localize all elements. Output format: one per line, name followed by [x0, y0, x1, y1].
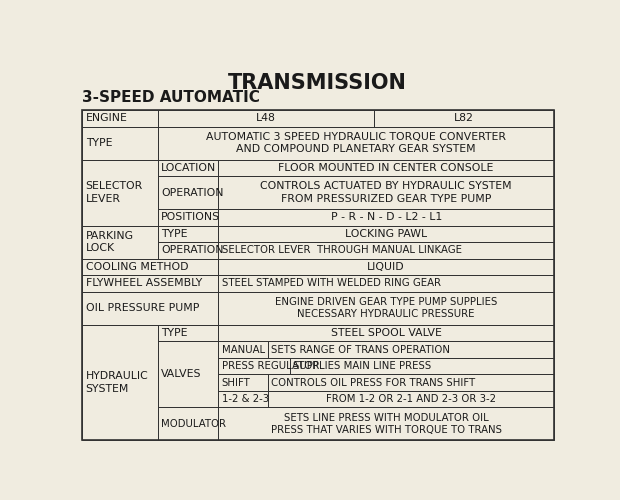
Text: SETS LINE PRESS WITH MODULATOR OIL
PRESS THAT VARIES WITH TORQUE TO TRANS: SETS LINE PRESS WITH MODULATOR OIL PRESS… [271, 412, 502, 435]
Text: TYPE: TYPE [161, 328, 188, 338]
Bar [158, 160, 218, 176]
Bar [158, 126, 554, 160]
Bar [82, 110, 554, 440]
Text: FLOOR MOUNTED IN CENTER CONSOLE: FLOOR MOUNTED IN CENTER CONSOLE [278, 163, 494, 173]
Text: VALVES: VALVES [161, 370, 202, 380]
Bar [82, 292, 218, 325]
Text: OIL PRESSURE PUMP: OIL PRESSURE PUMP [86, 303, 199, 313]
Text: TYPE: TYPE [161, 229, 188, 239]
Bar [82, 275, 218, 291]
Bar [268, 391, 554, 407]
Text: TRANSMISSION: TRANSMISSION [228, 74, 407, 94]
Text: FLYWHEEL ASSEMBLY: FLYWHEEL ASSEMBLY [86, 278, 202, 288]
Bar [82, 126, 158, 160]
Text: SUPPLIES MAIN LINE PRESS: SUPPLIES MAIN LINE PRESS [293, 361, 432, 371]
Bar [158, 242, 218, 258]
Bar [82, 258, 218, 275]
Bar [218, 391, 268, 407]
Text: LOCATION: LOCATION [161, 163, 216, 173]
Bar [158, 325, 218, 342]
Text: LOCKING PAWL: LOCKING PAWL [345, 229, 427, 239]
Bar [268, 374, 554, 391]
Bar [218, 176, 554, 209]
Text: MODULATOR: MODULATOR [161, 419, 226, 429]
Text: OPERATION: OPERATION [161, 188, 224, 198]
Bar [158, 408, 218, 440]
Text: ENGINE: ENGINE [86, 114, 128, 124]
Bar [82, 160, 158, 226]
Text: 3-SPEED AUTOMATIC: 3-SPEED AUTOMATIC [82, 90, 260, 105]
Bar [158, 342, 218, 407]
Bar [268, 342, 554, 358]
Bar [158, 176, 218, 209]
Text: LIQUID: LIQUID [368, 262, 405, 272]
Bar [218, 408, 554, 440]
Text: PARKING
LOCK: PARKING LOCK [86, 231, 134, 254]
Text: OPERATION: OPERATION [161, 246, 224, 256]
Text: CONTROLS ACTUATED BY HYDRAULIC SYSTEM
FROM PRESSURIZED GEAR TYPE PUMP: CONTROLS ACTUATED BY HYDRAULIC SYSTEM FR… [260, 182, 512, 204]
Text: MANUAL: MANUAL [221, 344, 265, 354]
Text: SELECTOR
LEVER: SELECTOR LEVER [86, 182, 143, 204]
Bar [82, 110, 158, 126]
Bar [218, 325, 554, 342]
Bar [218, 242, 554, 258]
Text: HYDRAULIC
SYSTEM: HYDRAULIC SYSTEM [86, 372, 148, 394]
Bar [218, 374, 268, 391]
Bar [218, 160, 554, 176]
Bar [158, 110, 374, 126]
Text: 1-2 & 2-3: 1-2 & 2-3 [221, 394, 268, 404]
Bar [290, 358, 554, 374]
Text: L82: L82 [454, 114, 474, 124]
Bar [218, 292, 554, 325]
Text: PRESS REGULATOR: PRESS REGULATOR [221, 361, 319, 371]
Bar [218, 342, 268, 358]
Text: FROM 1-2 OR 2-1 AND 2-3 OR 3-2: FROM 1-2 OR 2-1 AND 2-3 OR 3-2 [326, 394, 496, 404]
Bar [158, 209, 218, 226]
Text: ENGINE DRIVEN GEAR TYPE PUMP SUPPLIES
NECESSARY HYDRAULIC PRESSURE: ENGINE DRIVEN GEAR TYPE PUMP SUPPLIES NE… [275, 297, 497, 320]
Bar [374, 110, 554, 126]
Text: L48: L48 [256, 114, 276, 124]
Text: AUTOMATIC 3 SPEED HYDRAULIC TORQUE CONVERTER
AND COMPOUND PLANETARY GEAR SYSTEM: AUTOMATIC 3 SPEED HYDRAULIC TORQUE CONVE… [206, 132, 506, 154]
Bar [218, 275, 554, 291]
Text: SELECTOR LEVER  THROUGH MANUAL LINKAGE: SELECTOR LEVER THROUGH MANUAL LINKAGE [221, 246, 461, 256]
Text: SETS RANGE OF TRANS OPERATION: SETS RANGE OF TRANS OPERATION [271, 344, 450, 354]
Text: P - R - N - D - L2 - L1: P - R - N - D - L2 - L1 [330, 212, 442, 222]
Text: STEEL SPOOL VALVE: STEEL SPOOL VALVE [330, 328, 441, 338]
Bar [82, 226, 158, 258]
Text: TYPE: TYPE [86, 138, 112, 148]
Text: SHIFT: SHIFT [221, 378, 250, 388]
Bar [218, 226, 554, 242]
Text: COOLING METHOD: COOLING METHOD [86, 262, 188, 272]
Bar [218, 209, 554, 226]
Bar [158, 226, 218, 242]
Bar [82, 325, 158, 440]
Text: POSITIONS: POSITIONS [161, 212, 220, 222]
Bar [218, 358, 290, 374]
Bar [218, 258, 554, 275]
Text: CONTROLS OIL PRESS FOR TRANS SHIFT: CONTROLS OIL PRESS FOR TRANS SHIFT [271, 378, 476, 388]
Text: STEEL STAMPED WITH WELDED RING GEAR: STEEL STAMPED WITH WELDED RING GEAR [221, 278, 441, 288]
